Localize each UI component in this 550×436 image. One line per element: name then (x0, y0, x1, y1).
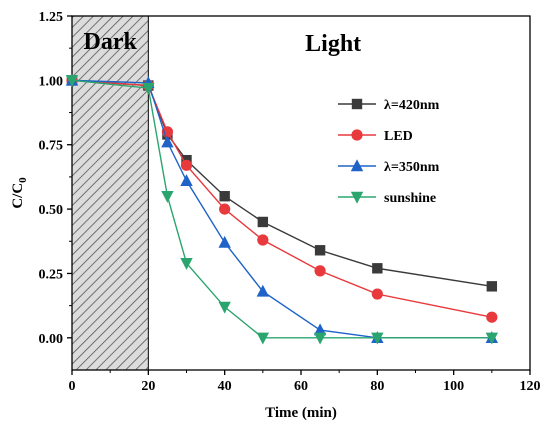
data-point (142, 82, 155, 95)
data-point (65, 75, 79, 88)
y-axis-title-subscript: 0 (17, 177, 29, 183)
x-tick-label: 0 (69, 379, 76, 394)
data-point (180, 174, 193, 186)
data-point (486, 311, 498, 323)
legend-marker (351, 129, 363, 141)
y-tick-label: 0.25 (39, 267, 64, 282)
data-point (257, 216, 269, 228)
data-point (180, 257, 193, 270)
legend-item: λ=420nm (338, 98, 440, 113)
y-axis-title-main: C/C (10, 183, 26, 209)
data-point (313, 332, 327, 345)
data-point (256, 332, 270, 345)
region-label-light: Light (305, 31, 361, 57)
x-tick-label: 120 (520, 379, 541, 394)
dark-region-shade (71, 15, 149, 371)
legend-marker (350, 191, 364, 204)
x-tick-label: 100 (443, 379, 464, 394)
data-point (313, 323, 327, 336)
y-tick-label: 1.25 (39, 10, 64, 25)
series-3 (65, 75, 499, 345)
data-point (485, 332, 499, 345)
data-point (218, 301, 231, 314)
legend-item: LED (338, 129, 413, 144)
x-tick-label: 80 (370, 379, 384, 394)
x-axis-title: Time (min) (265, 405, 337, 421)
y-tick-label: 0.75 (39, 139, 64, 154)
legend-label: λ=350nm (384, 160, 440, 175)
legend-label: sunshine (384, 191, 436, 206)
data-point (486, 281, 498, 292)
y-tick-label: 1.00 (39, 74, 64, 89)
data-point (314, 245, 326, 256)
data-point (371, 332, 384, 345)
x-tick-label: 20 (141, 379, 155, 394)
data-point (257, 234, 269, 246)
legend-marker (350, 159, 364, 172)
y-axis-title: C/C0 (10, 177, 29, 209)
y-tick-label: 0.00 (39, 332, 64, 347)
data-point (314, 265, 326, 277)
legend-item: sunshine (338, 191, 436, 206)
data-point (371, 288, 383, 300)
data-point (219, 191, 230, 202)
x-tick-label: 40 (218, 379, 232, 394)
data-point (256, 284, 270, 297)
data-point (180, 159, 193, 171)
legend-label: λ=420nm (384, 98, 440, 113)
legend-label: LED (384, 129, 413, 144)
data-point (161, 191, 174, 203)
x-tick-label: 60 (294, 379, 308, 394)
data-point (218, 235, 231, 248)
legend-marker (351, 98, 363, 110)
y-tick-label: 0.50 (39, 203, 64, 218)
data-point (372, 263, 383, 274)
data-point (219, 203, 231, 215)
region-label-dark: Dark (83, 29, 137, 55)
legend-item: λ=350nm (338, 159, 440, 175)
data-point (161, 135, 174, 148)
